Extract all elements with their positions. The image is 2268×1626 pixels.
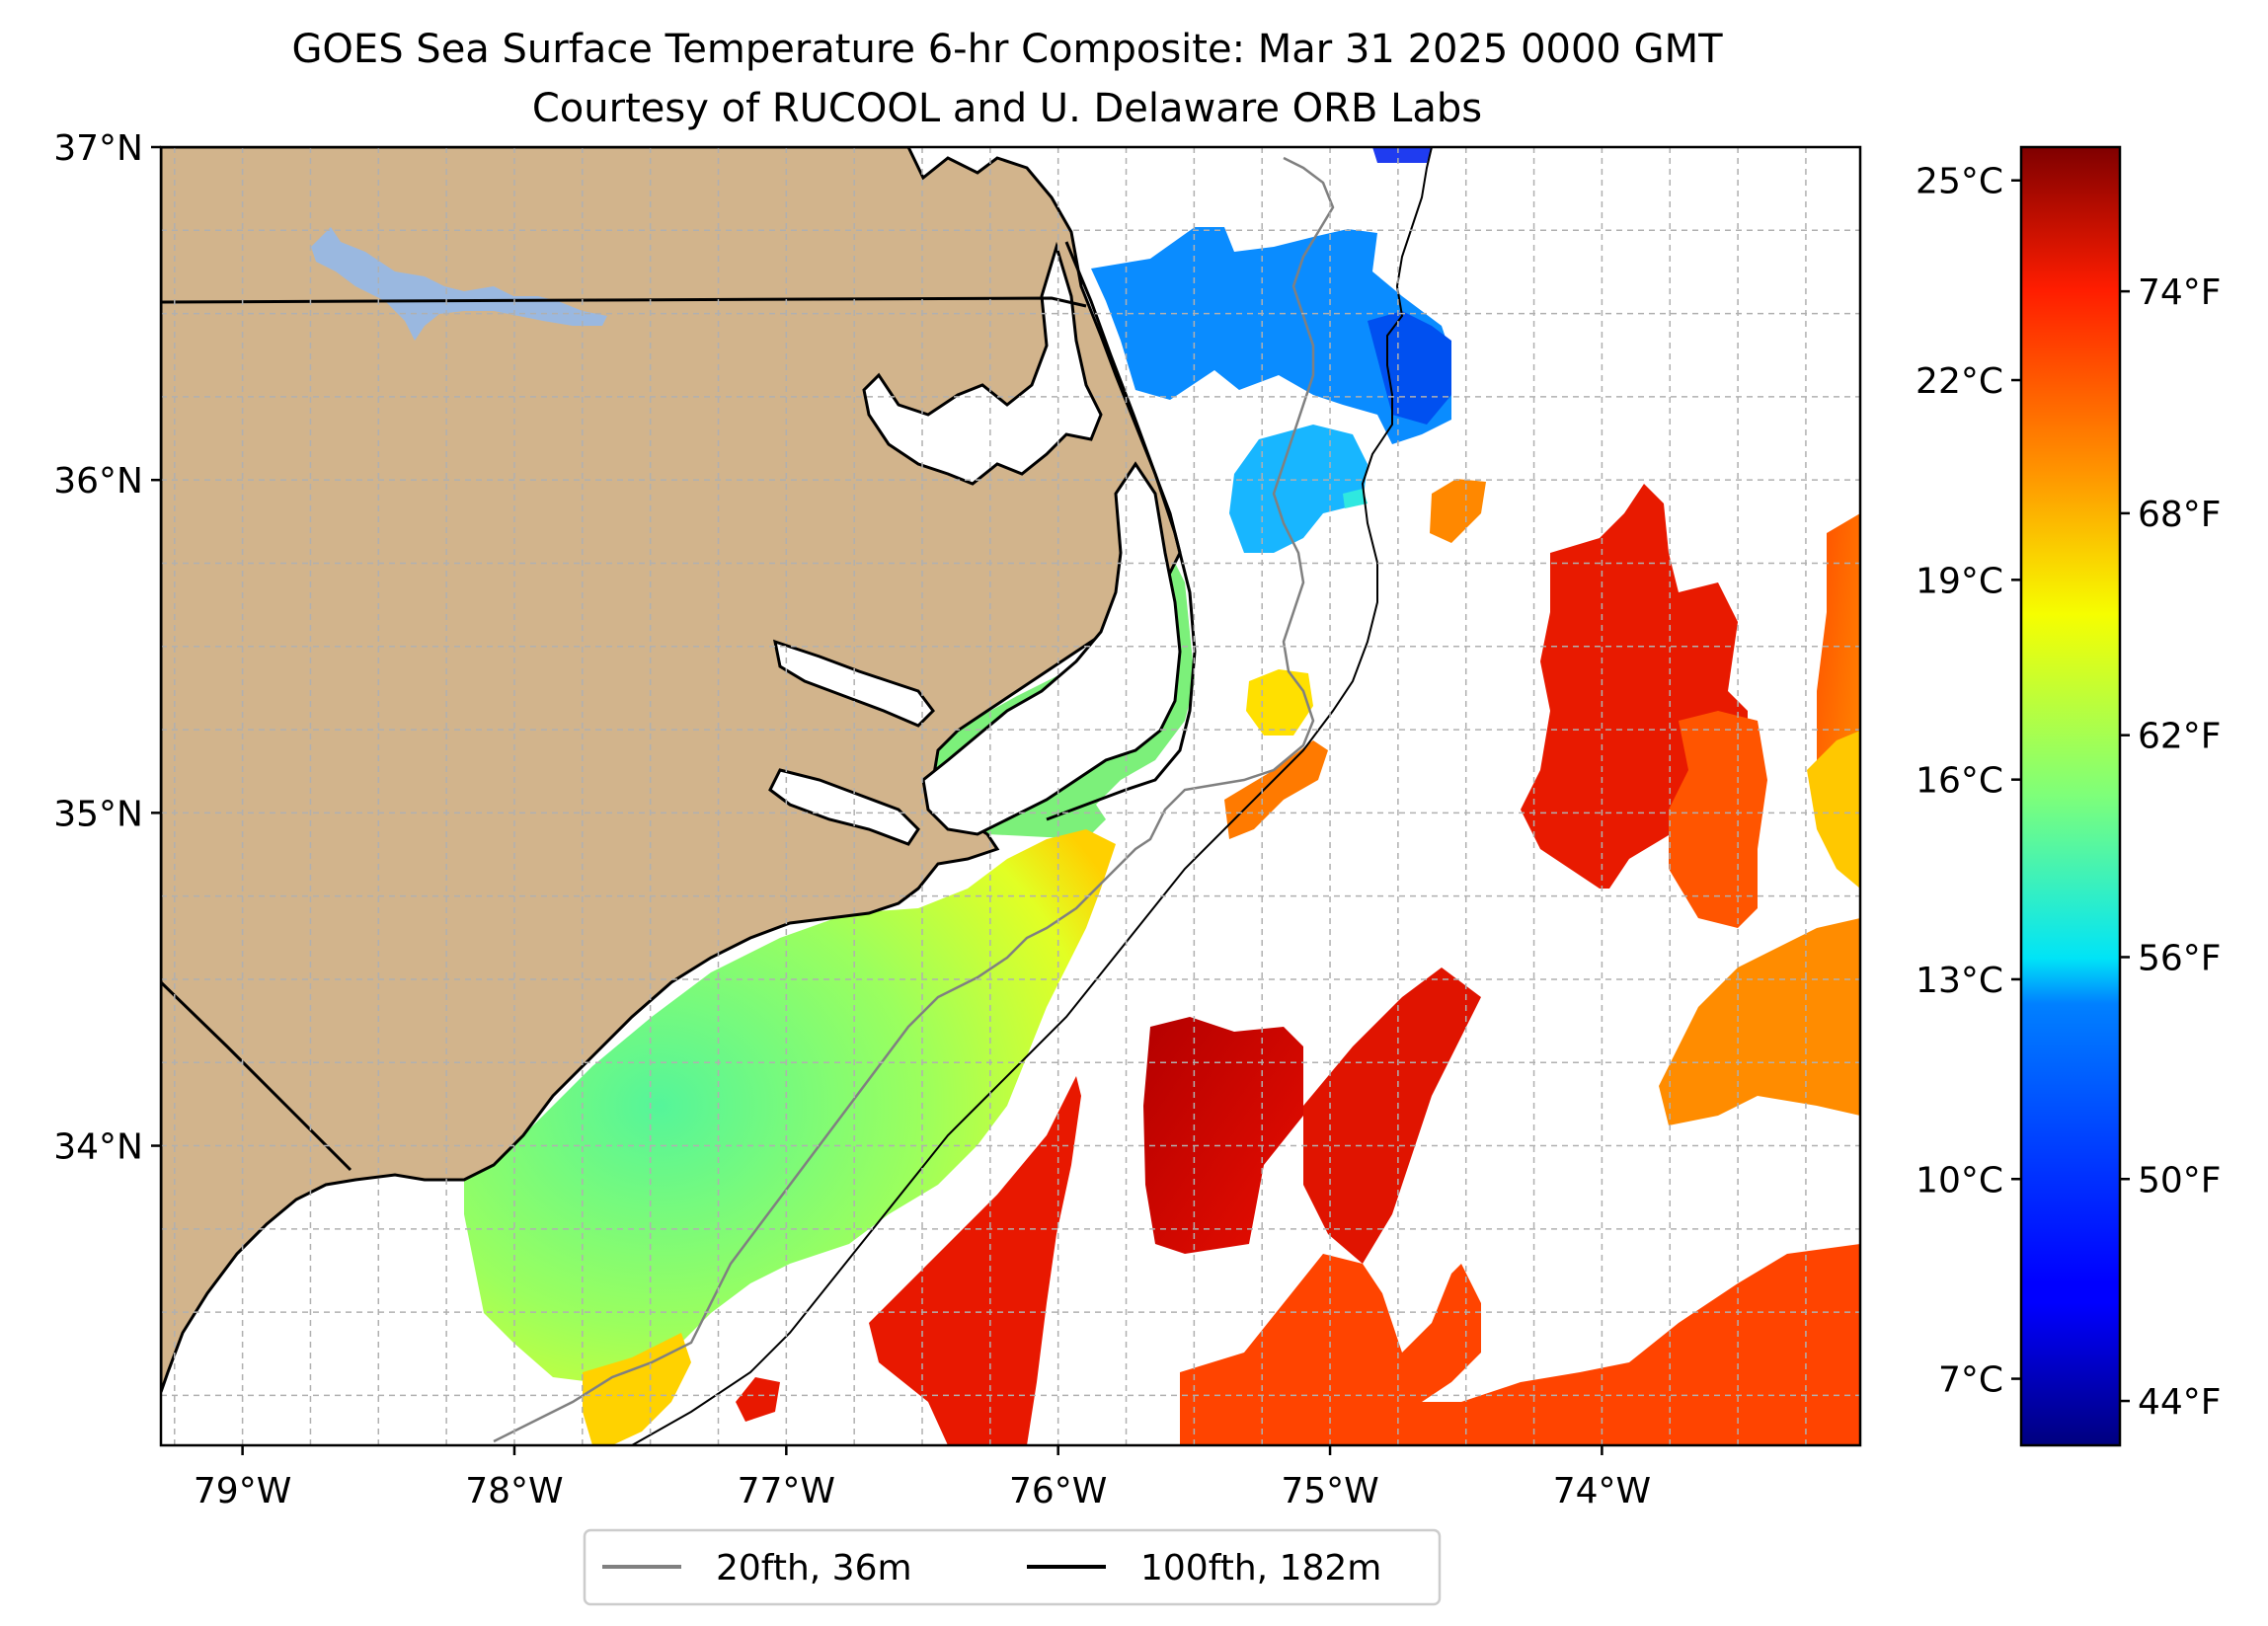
colorbar-gradient [2019,145,2122,1447]
celsius-tick-label: 13°C [1916,961,2003,1001]
fahrenheit-tick-label: 68°F [2138,495,2222,535]
sst-patch-cyan [1343,489,1368,508]
lat-tick-label: 34°N [53,1127,143,1168]
fahrenheit-tick-label: 50°F [2138,1160,2222,1200]
sst-patch-yellow-hatteras [1246,669,1313,736]
sst-patch-yellow-south [583,1333,691,1445]
state-border-nc-sc [161,980,352,1172]
sst-patch-darkred-center [1143,1017,1303,1254]
graticule [161,147,1860,1445]
celsius-tick-label: 25°C [1916,162,2003,202]
celsius-tick-label: 7°C [1938,1360,2003,1401]
albemarle-sound [862,241,1103,486]
lat-tick-label: 36°N [53,461,143,502]
neuse-river [768,768,920,846]
isobath-100fth [631,147,1433,1445]
lon-tick-labels: 79°W 78°W 77°W 76°W 75°W 74°W [194,1445,1651,1511]
fahrenheit-tick-label: 56°F [2138,938,2222,978]
sst-patch-blue-top [1372,147,1432,163]
lon-tick-label: 74°W [1553,1471,1651,1511]
map-title-line2: Courtesy of RUCOOL and U. Delaware ORB L… [532,86,1482,131]
legend-label-100fth: 100fth, 182m [1140,1548,1381,1588]
sst-patch-orange-hatteras [1224,740,1328,839]
state-border-nc-va [161,296,1087,308]
lon-tick-label: 77°W [738,1471,835,1511]
lake-kerr [311,227,607,341]
celsius-tick-label: 16°C [1916,761,2003,802]
outer-banks-barrier [1046,241,1197,821]
pamlico-sound [921,461,1182,836]
colorbar-fahrenheit-ticks: 74°F 68°F 62°F 56°F 50°F 44°F [2120,272,2222,1423]
isobath-20fth [493,156,1335,1443]
lon-tick-label: 76°W [1009,1471,1107,1511]
lat-tick-label: 37°N [53,128,143,169]
map-frame [159,145,1862,1447]
colorbar-celsius-ticks: 25°C 22°C 19°C 16°C 13°C 10°C 7°C [1916,162,2021,1401]
sst-patch-orange-small [1430,479,1486,543]
sst-patch-shelf-plume [464,829,1116,1382]
sst-patch-orange-east-mid [1669,711,1767,928]
lon-tick-label: 79°W [194,1471,291,1511]
sst-patch-cold-north [1091,227,1451,444]
celsius-tick-label: 19°C [1916,561,2003,601]
sst-patch-red-small-sw [736,1377,780,1422]
fahrenheit-tick-label: 74°F [2138,272,2222,313]
isobath-legend: 20fth, 36m 100fth, 182m [583,1528,1442,1606]
sst-patch-red-center-east [1303,968,1481,1264]
colorbar: 25°C 22°C 19°C 16°C 13°C 10°C 7°C 74°F 68°F 62°F… [1916,145,2222,1447]
celsius-tick-label: 22°C [1916,361,2003,402]
map-title-line1: GOES Sea Surface Temperature 6-hr Compos… [291,27,1723,72]
lon-tick-label: 78°W [465,1471,563,1511]
sst-patch-orange-east-lower [1659,918,1860,1125]
lat-tick-labels: 37°N 36°N 35°N 34°N [53,128,161,1168]
fahrenheit-tick-label: 44°F [2138,1382,2222,1423]
lat-tick-label: 35°N [53,794,143,834]
sst-patch-light-blue [1229,425,1368,553]
legend-frame [583,1528,1442,1606]
celsius-tick-label: 10°C [1916,1160,2003,1200]
legend-label-20fth: 20fth, 36m [716,1548,912,1588]
lon-tick-label: 75°W [1281,1471,1378,1511]
sst-patch-yellow-east [1807,731,1860,889]
fahrenheit-tick-label: 62°F [2138,717,2222,757]
map-panel [161,147,1860,1445]
